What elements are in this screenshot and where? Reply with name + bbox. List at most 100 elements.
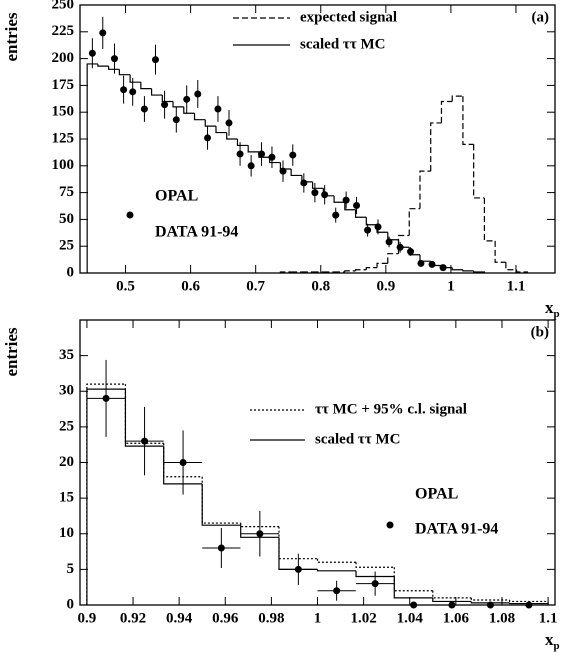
y-tick-label: 225	[52, 23, 75, 39]
histogram-step	[505, 262, 517, 271]
y-tick-label: 25	[59, 418, 74, 434]
annotation: DATA 91-94	[155, 224, 238, 241]
data-point	[225, 119, 233, 127]
data-point	[407, 248, 415, 256]
y-tick-label: 35	[59, 347, 74, 363]
data-point	[110, 55, 118, 63]
y-tick-label: 20	[59, 454, 74, 470]
legend-label: expected signal	[300, 9, 397, 25]
histogram-step	[279, 162, 292, 170]
data-point	[333, 587, 341, 595]
data-point	[332, 211, 340, 219]
y-tick-label: 250	[52, 0, 75, 12]
data-point	[353, 201, 361, 209]
y-tick-label: 100	[52, 157, 75, 173]
y-tick-label: 5	[67, 561, 75, 577]
histogram-step	[97, 63, 109, 67]
histogram-step	[397, 234, 410, 254]
y-tick-label: 50	[59, 211, 74, 227]
histogram-step	[193, 113, 206, 121]
x-tick-label: 0.96	[212, 610, 239, 626]
legend-dot	[126, 211, 134, 219]
data-point	[525, 601, 533, 609]
y-tick-label: 15	[59, 490, 74, 506]
histogram-step	[393, 576, 433, 599]
histogram-step	[419, 170, 431, 209]
data-point	[88, 49, 96, 57]
histogram-step	[354, 269, 367, 271]
data-point	[129, 88, 137, 96]
histogram-step	[473, 270, 486, 273]
histogram-step	[473, 144, 485, 199]
data-point	[247, 162, 255, 170]
x-axis-label-main: x	[545, 630, 554, 649]
histogram-step	[408, 247, 420, 256]
x-tick-label: 1	[447, 278, 455, 294]
histogram-step	[316, 558, 357, 563]
histogram-step	[470, 601, 510, 604]
histogram-step	[430, 122, 442, 172]
histogram-step	[355, 570, 395, 578]
x-tick-label: 0.98	[258, 610, 284, 626]
annotation: OPAL	[155, 188, 198, 205]
histogram-step	[140, 82, 152, 90]
histogram-step	[301, 175, 313, 183]
data-point	[217, 544, 225, 552]
data-point	[258, 150, 266, 158]
data-point	[321, 191, 329, 199]
histogram-step	[240, 525, 279, 538]
histogram-step	[376, 262, 388, 268]
histogram-step	[365, 267, 378, 270]
x-tick-label: 1	[314, 610, 322, 626]
x-axis-label: xp	[545, 630, 560, 652]
x-axis-label-main: x	[545, 298, 554, 317]
histogram-step	[430, 261, 442, 267]
data-point	[289, 151, 297, 159]
histogram-step	[290, 169, 302, 177]
legend-label: ττ MC + 95% c.l. signal	[315, 401, 467, 417]
data-point	[183, 95, 191, 103]
y-tick-label: 25	[59, 238, 74, 254]
histogram-step	[376, 224, 388, 233]
histogram-step	[172, 101, 184, 108]
histogram-step	[247, 145, 259, 153]
x-axis-label-sub: p	[554, 308, 560, 320]
data-point	[161, 101, 169, 109]
y-tick-label: 75	[59, 184, 74, 200]
histogram-step	[462, 96, 474, 145]
histogram-step	[204, 119, 216, 127]
histogram-step	[451, 267, 463, 271]
histogram-step	[483, 197, 496, 242]
histogram-step	[226, 132, 238, 140]
x-axis-label-sub: p	[554, 640, 560, 652]
histogram-step	[240, 523, 279, 528]
histogram-step	[161, 95, 174, 103]
histogram-step	[508, 602, 549, 605]
histogram-step	[470, 597, 510, 601]
histogram-step	[201, 476, 241, 524]
y-tick-label: 175	[52, 77, 75, 93]
histogram-step	[393, 567, 433, 592]
data-point	[311, 189, 319, 197]
panel-label: (b)	[531, 324, 549, 340]
x-tick-label: 1.06	[443, 610, 470, 626]
y-axis-label: entries	[2, 12, 21, 61]
legend-label: scaled ττ MC	[300, 36, 385, 52]
histogram-step	[354, 209, 367, 218]
x-tick-label: 0.92	[120, 610, 146, 626]
x-tick-label: 1.1	[539, 610, 558, 626]
data-point	[102, 394, 110, 402]
data-point	[371, 580, 379, 588]
data-point	[204, 134, 212, 142]
x-tick-label: 0.9	[376, 278, 395, 294]
histogram-step	[183, 106, 195, 114]
histogram-step	[344, 202, 356, 211]
histogram-step	[118, 69, 131, 76]
legend-label: scaled ττ MC	[315, 431, 400, 447]
annotation: DATA 91-94	[415, 521, 498, 538]
histogram-step	[150, 88, 163, 96]
x-tick-label: 1.08	[489, 610, 515, 626]
histogram-step	[355, 562, 395, 568]
x-tick-label: 0.6	[181, 278, 200, 294]
